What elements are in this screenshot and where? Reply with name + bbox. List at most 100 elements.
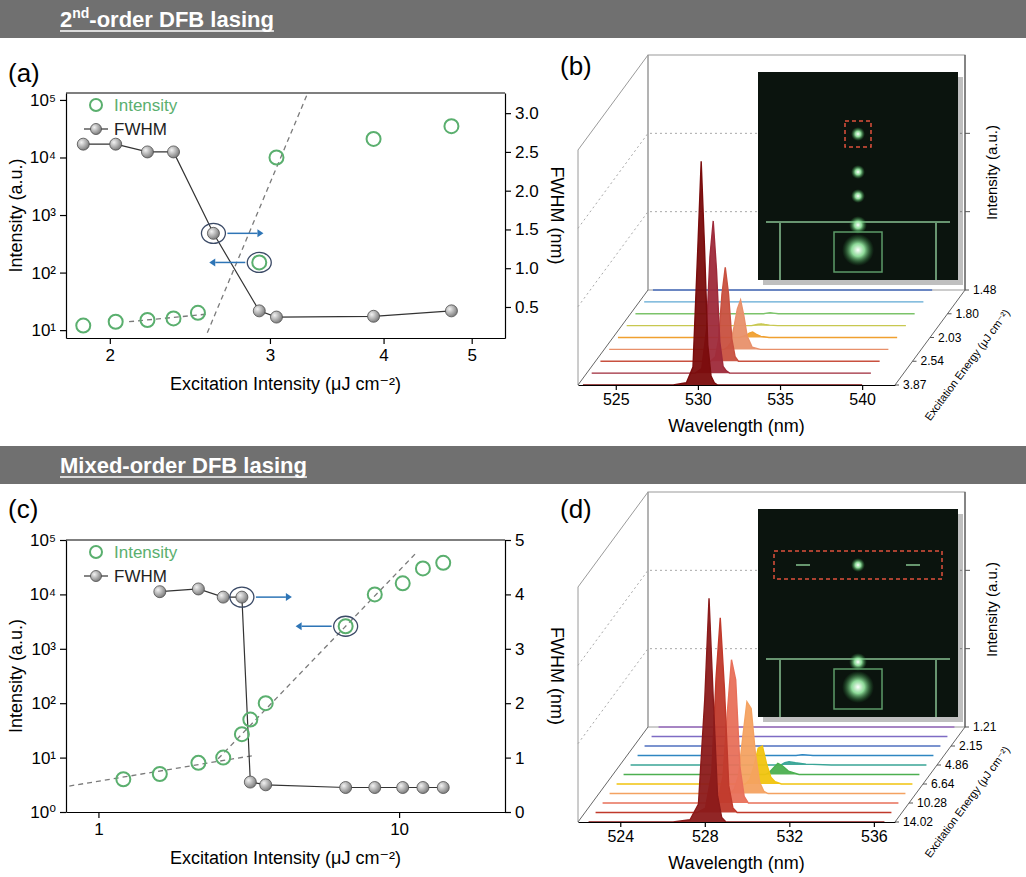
y2-tick-mark bbox=[505, 594, 511, 595]
spectrum-line bbox=[618, 332, 897, 338]
left-wall bbox=[578, 55, 648, 385]
series-line bbox=[160, 589, 443, 788]
panel: 11010⁰10¹10²10³10⁴10⁵012345Excitation In… bbox=[6, 531, 567, 868]
x-axis-line bbox=[67, 338, 506, 339]
y2-tick: 5 bbox=[505, 531, 524, 550]
data-point bbox=[252, 255, 266, 269]
spectrum-area bbox=[638, 754, 934, 756]
y-tick: 10³ bbox=[31, 640, 66, 659]
legend-label: FWHM bbox=[114, 567, 167, 586]
inset-spot bbox=[851, 165, 865, 179]
y-axis-line bbox=[66, 94, 67, 339]
y-tick-mark bbox=[60, 703, 66, 704]
y-tick-label: 10¹ bbox=[31, 321, 56, 340]
y-tick-label: 10⁵ bbox=[30, 91, 56, 110]
data-point bbox=[154, 586, 166, 598]
y2-tick-label: 3.0 bbox=[515, 104, 539, 123]
back-wall bbox=[648, 492, 965, 727]
x-tick-mark bbox=[383, 338, 384, 344]
y-axis: 10⁰10¹10²10³10⁴10⁵ bbox=[30, 531, 67, 822]
section-title-part: 2 bbox=[60, 7, 72, 32]
x-tick-label: 525 bbox=[603, 391, 630, 408]
x-tick-mark bbox=[789, 822, 790, 827]
z-tick-mark bbox=[965, 727, 969, 728]
fit-line bbox=[207, 93, 307, 332]
data-point bbox=[153, 767, 167, 781]
z-tick-label: 10.28 bbox=[917, 796, 947, 810]
x-tick: 5 bbox=[467, 338, 476, 365]
data-point bbox=[339, 619, 353, 633]
inset-highlight-box bbox=[845, 121, 871, 147]
y-tick-mark bbox=[60, 594, 66, 595]
inset-highlight-box bbox=[774, 551, 942, 579]
legend: IntensityFWHM bbox=[84, 96, 178, 139]
y-tick-mark bbox=[965, 211, 970, 212]
z-tick-label: 1.21 bbox=[973, 720, 997, 734]
y2-tick-label: 3 bbox=[515, 640, 524, 659]
x-tick: 3 bbox=[266, 338, 275, 365]
x-tick: 10 bbox=[390, 812, 409, 839]
x-tick-label: 536 bbox=[861, 828, 888, 845]
y2-tick: 2.5 bbox=[505, 143, 539, 162]
y-tick-mark bbox=[60, 540, 66, 541]
z-tick-mark bbox=[895, 822, 899, 823]
y2-tick-mark bbox=[505, 152, 511, 153]
y-tick-mark bbox=[60, 649, 66, 650]
y2-tick-label: 0 bbox=[515, 803, 524, 822]
z-tick-label: 2.54 bbox=[921, 354, 945, 368]
z-tick-mark bbox=[895, 385, 899, 386]
x-axis: 2345 bbox=[67, 338, 506, 365]
y2-tick-label: 4 bbox=[515, 585, 524, 604]
left-wall bbox=[578, 492, 648, 822]
spectrum-area bbox=[652, 736, 948, 737]
x-axis-line bbox=[67, 812, 506, 813]
z-tick-mark bbox=[909, 803, 913, 804]
x-tick: 535 bbox=[767, 385, 794, 408]
inset-background bbox=[758, 72, 958, 280]
highlight-ring bbox=[230, 587, 254, 607]
y2-tick-label: 2.5 bbox=[515, 143, 539, 162]
fit-line bbox=[69, 755, 254, 786]
inset-photo bbox=[758, 72, 963, 285]
x-tick-mark bbox=[705, 822, 706, 827]
plot-frame bbox=[66, 539, 505, 540]
y2-tick-mark bbox=[505, 757, 511, 758]
section-underline bbox=[60, 476, 307, 478]
y-axis-title: Intensity (a.u.) bbox=[983, 125, 1000, 220]
x-tick: 524 bbox=[607, 822, 634, 845]
data-point bbox=[437, 782, 449, 794]
data-point bbox=[192, 583, 204, 595]
annotations bbox=[201, 223, 271, 272]
data-point bbox=[368, 310, 380, 322]
z-axis-title: Excitation Energy (μJ cm⁻²) bbox=[922, 307, 1012, 423]
panel: 234510¹10²10³10⁴10⁵0.51.01.52.02.53.0Exc… bbox=[6, 91, 567, 394]
section-bar bbox=[0, 446, 1026, 484]
z-tick-label: 2.03 bbox=[938, 331, 962, 345]
x-tick: 525 bbox=[603, 385, 630, 408]
x-axis: 524528532536 bbox=[579, 822, 896, 845]
y-tick-label: 10² bbox=[31, 264, 56, 283]
y-axis-title: Intensity (a.u.) bbox=[983, 562, 1000, 657]
floor bbox=[578, 290, 965, 385]
highlight-ring bbox=[334, 616, 358, 636]
highlight-ring bbox=[201, 223, 225, 243]
panel: 525530535540Wavelength (nm)1.481.802.032… bbox=[578, 55, 1012, 436]
spectrum-line bbox=[635, 313, 914, 314]
y-tick-label: 10³ bbox=[31, 640, 56, 659]
inset-spot bbox=[851, 558, 865, 572]
legend-symbol bbox=[90, 99, 102, 111]
data-point bbox=[109, 315, 123, 329]
data-point bbox=[367, 132, 381, 146]
z-tick-label: 14.02 bbox=[903, 815, 933, 829]
y2-tick-mark bbox=[505, 307, 511, 308]
y2-tick: 1.0 bbox=[505, 259, 539, 278]
x-tick-label: 532 bbox=[776, 828, 803, 845]
spectrum-line bbox=[627, 324, 906, 326]
x-tick-mark bbox=[780, 385, 781, 390]
legend-symbol bbox=[90, 546, 102, 558]
x-tick-mark bbox=[472, 338, 473, 344]
y-tick: 10¹ bbox=[31, 321, 66, 340]
x-tick-label: 524 bbox=[607, 828, 634, 845]
y2-tick-mark bbox=[505, 268, 511, 269]
y2-tick: 0.5 bbox=[505, 298, 539, 317]
